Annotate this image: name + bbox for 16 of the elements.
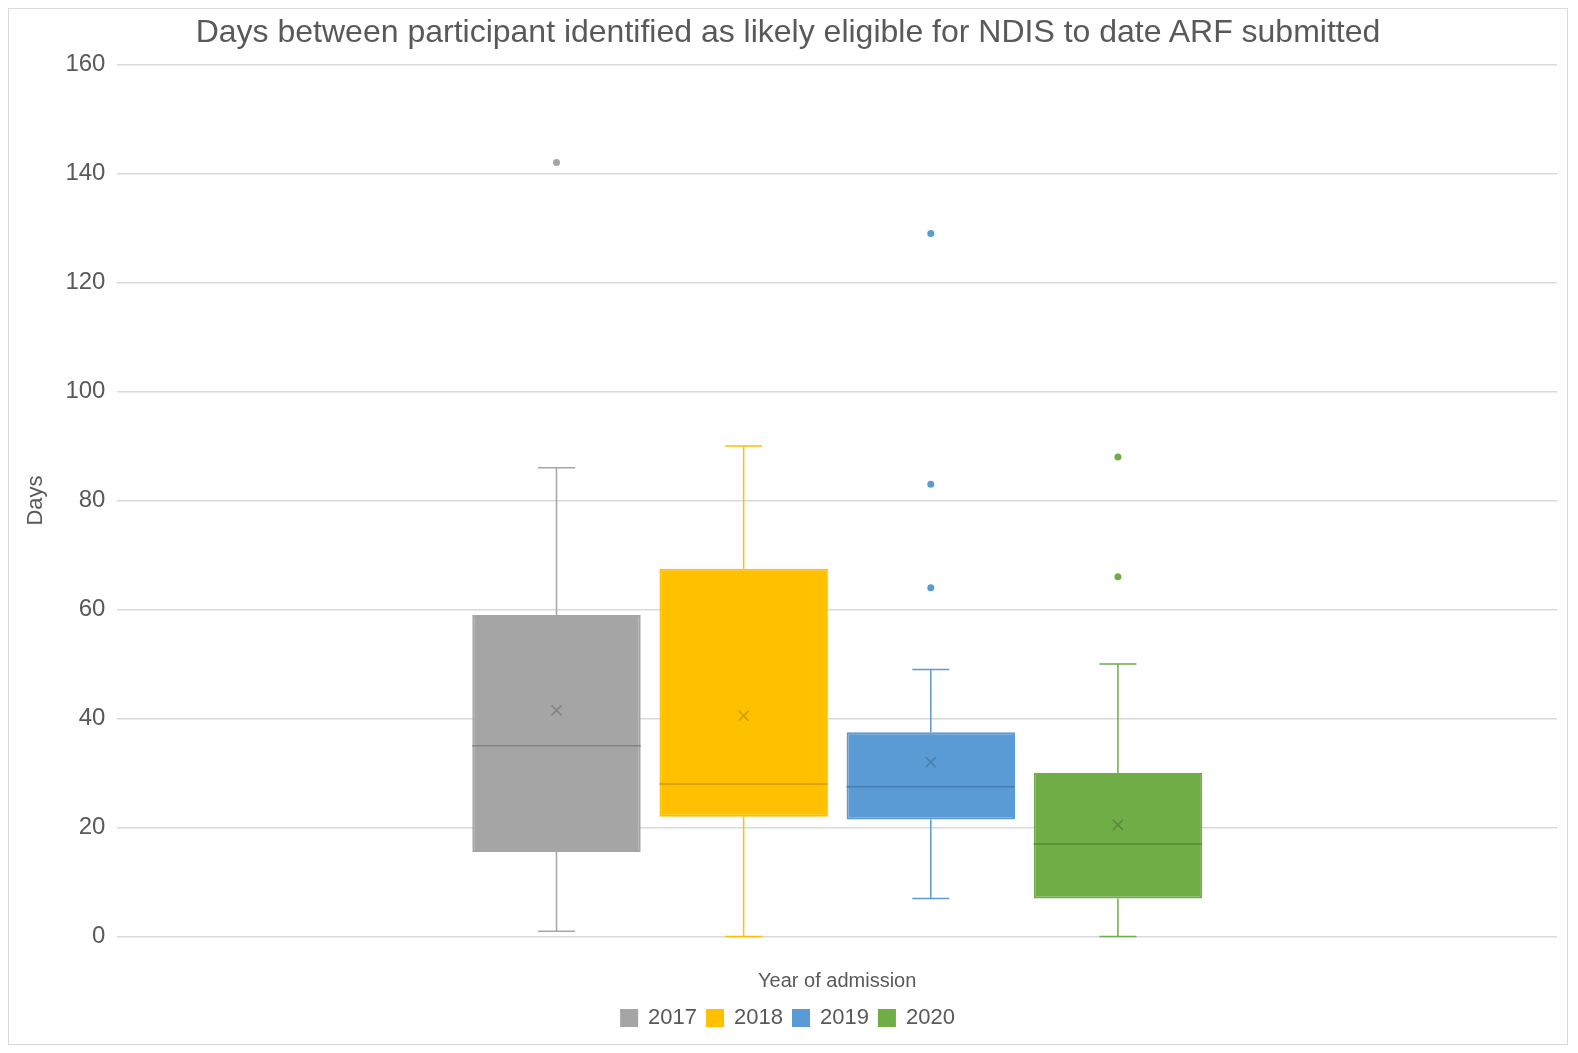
y-tick-label: 60	[78, 594, 106, 622]
legend-label: 2020	[905, 1004, 955, 1030]
chart-title: Days between participant identified as likely eligible for NDIS to date ARF submitted	[195, 13, 1381, 50]
legend-label: 2017	[648, 1004, 698, 1030]
legend-label: 2018	[734, 1004, 784, 1030]
y-tick-label: 80	[78, 485, 106, 513]
y-tick-label: 0	[92, 921, 106, 949]
x-axis-title: Year of admission	[758, 968, 917, 991]
y-tick-label: 160	[65, 49, 106, 77]
y-tick-label: 20	[78, 812, 106, 840]
legend-label: 2019	[820, 1004, 869, 1030]
y-tick-label: 100	[65, 376, 106, 404]
y-axis-title: Days	[22, 475, 48, 526]
y-tick-label: 140	[65, 158, 106, 186]
y-tick-label: 120	[65, 267, 106, 295]
y-tick-label: 40	[78, 703, 106, 731]
